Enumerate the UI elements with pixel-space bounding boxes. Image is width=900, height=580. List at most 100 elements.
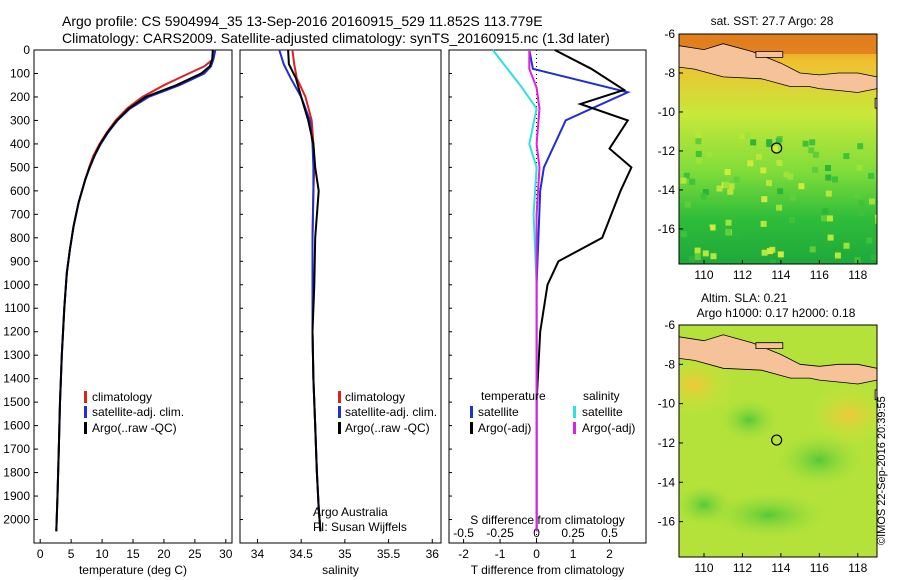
sla-high xyxy=(679,355,734,415)
sst-pixel xyxy=(704,227,711,234)
x-tick-label: 36 xyxy=(426,547,440,561)
legend-label: climatology xyxy=(92,390,152,404)
sla-low xyxy=(719,398,779,442)
sst-pixel xyxy=(695,138,702,145)
argo-location-marker xyxy=(771,142,783,154)
sst-pixel xyxy=(700,193,707,200)
legend-group-title: temperature xyxy=(481,389,546,403)
x-tick-label: -2 xyxy=(458,547,469,561)
sst-pixel xyxy=(787,173,794,180)
x-tick-label: 112 xyxy=(733,561,752,575)
sst-pixel xyxy=(761,196,768,203)
x2-tick-label: 0.5 xyxy=(601,526,618,540)
annotation-line2: PI: Susan Wijffels xyxy=(313,520,407,534)
series-line-2 xyxy=(55,49,214,532)
sst-pixel xyxy=(854,192,861,199)
x-axis-label: temperature (deg C) xyxy=(79,563,187,577)
land-madura xyxy=(755,51,784,58)
sst-pixel xyxy=(750,139,757,146)
sst-pixel xyxy=(874,189,877,196)
y-tick-label: 1700 xyxy=(3,442,30,456)
legend-swatch xyxy=(84,391,87,403)
sst-pixel xyxy=(768,188,775,195)
sst-pixel xyxy=(724,169,731,175)
sst-pixel xyxy=(821,215,827,222)
sst-pixel xyxy=(832,176,838,183)
y-tick-label: 800 xyxy=(10,231,30,245)
sst-pixel xyxy=(694,254,701,260)
series-line-2 xyxy=(287,49,322,532)
sst-pixel xyxy=(813,151,819,158)
y-tick-label: -8 xyxy=(664,357,675,371)
y-tick-label: 700 xyxy=(10,207,30,221)
map-subtitle: Argo h1000: 0.17 h2000: 0.18 xyxy=(697,306,856,320)
legend-swatch xyxy=(338,422,341,434)
annotation-line1: Argo Australia xyxy=(313,505,388,519)
sst-pixel xyxy=(716,185,723,192)
difference-panel: -2 -1 0 1 2 -0.5 -0.25 0 0.25 0.5 T difference fro… xyxy=(448,49,647,577)
legend-label: Argo(..raw -QC) xyxy=(92,421,177,435)
x2-tick-label: -0.5 xyxy=(453,526,474,540)
x-tick-label: 112 xyxy=(733,268,752,282)
y-tick-label: 500 xyxy=(10,160,30,174)
sst-pixel xyxy=(725,219,732,226)
x-tick-label: 118 xyxy=(848,268,867,282)
sst-pixel xyxy=(739,133,746,139)
x-tick-label: 15 xyxy=(126,547,140,561)
legend-swatch xyxy=(338,391,341,403)
diff-series-line-1 xyxy=(535,49,633,532)
map-frame xyxy=(678,33,878,265)
sst-pixel xyxy=(843,242,850,249)
salinity-panel: 34 34.5 35 35.5 36 salinity climatologysatelli… xyxy=(239,49,442,577)
x-tick-label: 25 xyxy=(188,547,202,561)
y-tick-label: 1800 xyxy=(3,466,30,480)
sst-pixel xyxy=(688,255,695,262)
sst-pixel xyxy=(856,164,863,171)
sst-pixel xyxy=(695,151,702,157)
sst-pixel xyxy=(822,208,829,215)
legend-label: satellite xyxy=(582,405,623,419)
y-tick-label: 2000 xyxy=(3,513,30,527)
y-tick-label: -10 xyxy=(658,397,676,411)
x-axis-label: T difference from climatology xyxy=(471,563,625,577)
sst-pixel xyxy=(766,179,772,186)
sst-pixel xyxy=(680,177,687,184)
y-tick-label: 1900 xyxy=(3,489,30,503)
sst-pixel xyxy=(866,237,873,244)
sst-pixel xyxy=(834,252,841,259)
sst-pixel xyxy=(777,251,784,258)
sst-pixel xyxy=(744,132,751,139)
sst-pixel xyxy=(798,183,805,190)
x-tick-label: 118 xyxy=(848,561,867,575)
sst-pixel xyxy=(680,231,687,238)
temperature-panel: 0 5 10 15 20 25 300100200300400500600700800900… xyxy=(3,43,233,577)
legend-swatch xyxy=(338,406,341,418)
diff-series-line-3 xyxy=(528,50,541,532)
sst-pixel xyxy=(761,249,768,256)
x-tick-label: 114 xyxy=(771,268,790,282)
sst-pixel xyxy=(696,157,703,164)
x-tick-label: 5 xyxy=(68,547,75,561)
map-field xyxy=(679,34,877,264)
sst-pixel xyxy=(777,188,784,195)
land-madura xyxy=(755,342,784,350)
y-tick-label: 1400 xyxy=(3,372,30,386)
figure-title-line1: Argo profile: CS 5904994_35 13-Sep-2016 … xyxy=(62,13,543,29)
sst-pixel xyxy=(869,198,875,205)
x-tick-label: 110 xyxy=(694,268,713,282)
sst-pixel xyxy=(702,250,709,257)
x-tick-label: 114 xyxy=(771,561,790,575)
y-tick-label: 1300 xyxy=(3,348,30,362)
sst-pixel xyxy=(771,145,778,152)
sst-pixel xyxy=(769,259,776,264)
y-tick-label: 1000 xyxy=(3,278,30,292)
y-tick-label: 600 xyxy=(10,184,30,198)
sst-map: sat. SST: 27.7 Argo: 28 110 112 114 116 118 -6… xyxy=(658,14,878,282)
sst-pixel xyxy=(710,253,717,260)
sst-pixel xyxy=(776,204,783,211)
sst-pixel xyxy=(732,232,739,239)
y-tick-label: -10 xyxy=(658,105,676,119)
sst-pixel xyxy=(766,139,773,146)
sst-pixel xyxy=(760,220,767,227)
map-field xyxy=(679,325,877,557)
